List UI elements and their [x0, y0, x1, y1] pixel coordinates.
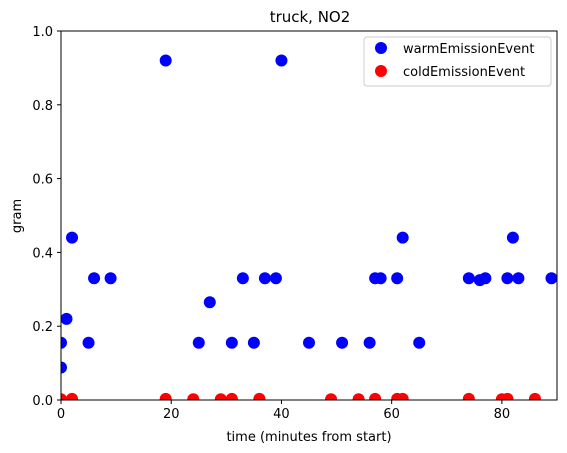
y-tick-label: 0.0	[32, 394, 53, 409]
data-point-cold	[253, 392, 266, 400]
data-point-cold	[462, 392, 475, 400]
data-point-warm	[225, 336, 238, 349]
data-point-cold	[325, 393, 338, 400]
legend: warmEmissionEvent coldEmissionEvent	[363, 36, 552, 87]
data-point-cold	[396, 392, 409, 400]
data-point-warm	[88, 272, 101, 285]
data-point-warm	[104, 272, 117, 285]
data-point-cold	[159, 392, 172, 400]
legend-label-cold: coldEmissionEvent	[403, 65, 525, 80]
data-point-warm	[545, 272, 557, 285]
x-tick-label: 40	[273, 407, 290, 422]
data-point-cold	[214, 393, 227, 400]
data-point-warm	[82, 336, 95, 349]
data-point-warm	[501, 272, 514, 285]
data-point-cold	[187, 393, 200, 400]
data-point-warm	[247, 336, 260, 349]
y-tick-label: 0.2	[32, 320, 53, 335]
data-point-warm	[159, 54, 172, 67]
data-points-layer	[61, 54, 557, 400]
data-point-warm	[203, 296, 216, 309]
data-point-cold	[66, 392, 79, 400]
x-axis-label: time (minutes from start)	[226, 430, 391, 445]
data-point-warm	[303, 336, 315, 349]
plot-frame	[60, 30, 558, 401]
data-point-cold	[501, 392, 514, 400]
data-point-warm	[512, 272, 525, 285]
data-point-warm	[258, 272, 271, 285]
x-tick-label: 20	[163, 407, 180, 422]
data-point-warm	[61, 336, 67, 349]
data-point-warm	[275, 54, 288, 67]
legend-marker-cold	[375, 65, 387, 77]
data-point-cold	[61, 393, 67, 400]
data-point-warm	[66, 231, 79, 244]
data-point-warm	[506, 231, 519, 244]
x-axis: 0 20 40 60 80	[57, 400, 510, 422]
data-point-cold	[528, 392, 541, 400]
y-tick-label: 0.4	[32, 246, 53, 261]
y-axis: 0.0 0.2 0.4 0.6 0.8 1.0	[32, 25, 61, 409]
data-point-warm	[462, 272, 475, 285]
data-point-warm	[374, 272, 387, 285]
y-tick-label: 0.6	[32, 173, 53, 188]
x-tick-label: 60	[383, 407, 400, 422]
data-point-cold	[369, 392, 382, 400]
chart-title: truck, NO2	[270, 8, 351, 26]
legend-label-warm: warmEmissionEvent	[403, 42, 534, 57]
data-point-warm	[363, 336, 376, 349]
data-point-warm	[269, 272, 282, 285]
y-tick-label: 0.8	[32, 99, 53, 114]
data-point-warm	[413, 336, 426, 349]
data-point-warm	[391, 272, 404, 285]
data-point-warm	[336, 336, 349, 349]
legend-box	[363, 36, 552, 87]
data-point-cold	[352, 393, 365, 400]
y-tick-label: 1.0	[32, 25, 53, 40]
data-point-warm	[479, 272, 492, 285]
x-tick-label: 0	[57, 407, 65, 422]
data-point-warm	[236, 272, 249, 285]
x-tick-label: 80	[494, 407, 511, 422]
legend-marker-warm	[375, 42, 387, 54]
y-axis-label: gram	[10, 199, 25, 233]
data-point-warm	[396, 231, 409, 244]
data-point-warm	[61, 312, 73, 325]
data-point-warm	[192, 336, 205, 349]
data-point-warm	[61, 361, 67, 374]
data-point-cold	[225, 392, 238, 400]
